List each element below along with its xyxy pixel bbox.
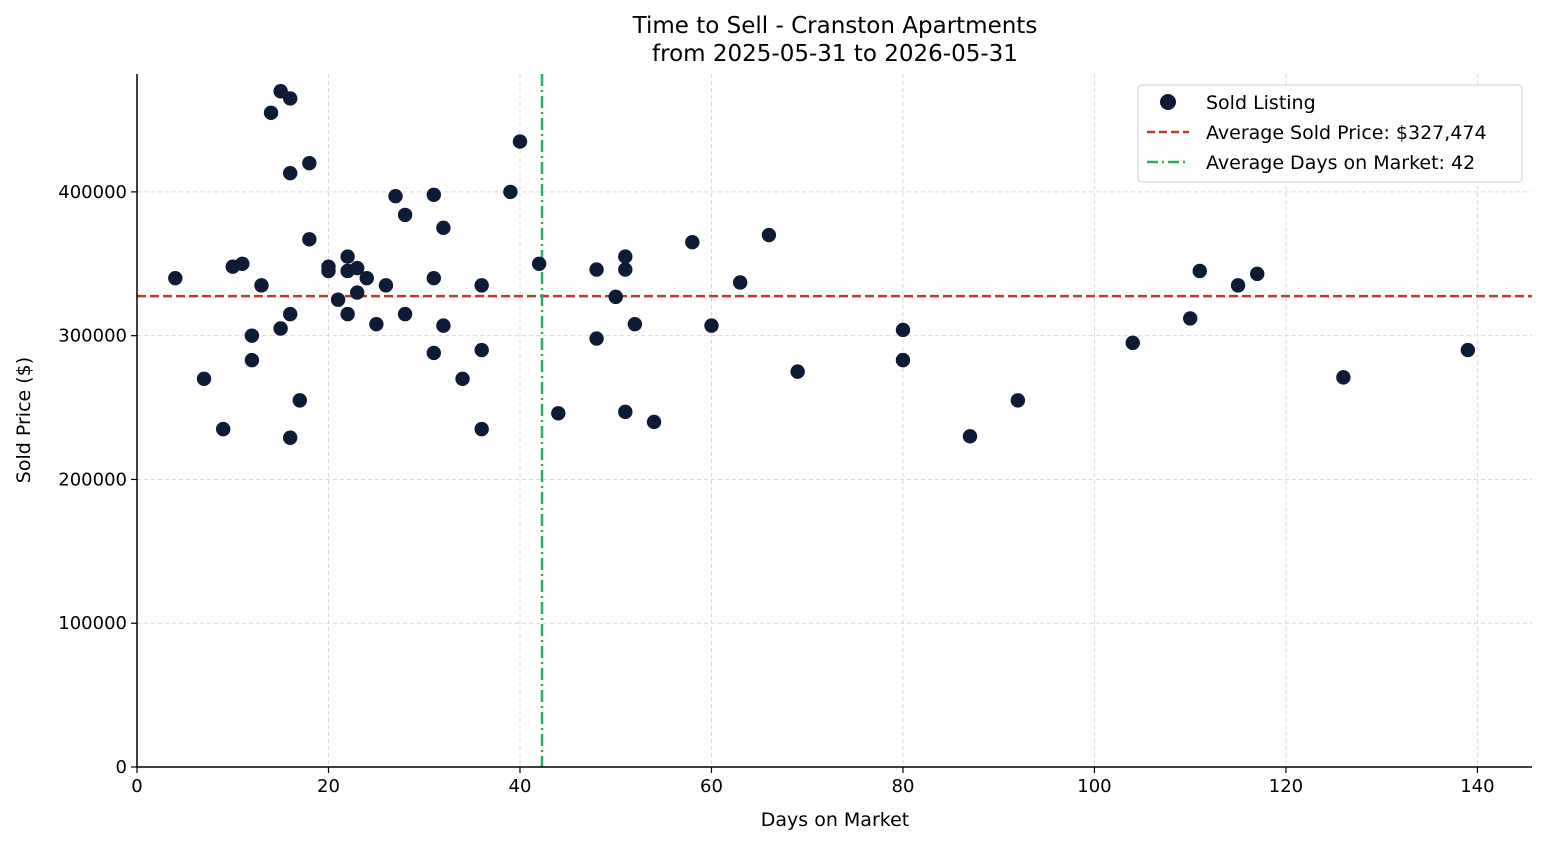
x-tick-label: 80 (892, 776, 915, 797)
data-point (474, 278, 489, 293)
x-tick-label: 0 (131, 776, 142, 797)
data-point (732, 275, 748, 290)
data-point (1250, 266, 1265, 282)
data-point (646, 414, 662, 430)
chart-title: Time to Sell - Cranston Apartments (632, 13, 1038, 39)
data-point (254, 278, 269, 293)
data-point (397, 306, 413, 322)
data-point (340, 306, 355, 322)
data-point (531, 256, 547, 271)
data-point (321, 263, 336, 279)
data-point (330, 292, 346, 307)
data-point (618, 249, 633, 264)
legend-label-sold-listing: Sold Listing (1206, 92, 1316, 114)
data-point (608, 289, 623, 305)
x-axis-label: Days on Market (761, 809, 909, 831)
data-point (282, 91, 298, 106)
reference-lines (137, 74, 1532, 767)
data-point (340, 249, 355, 264)
axes (136, 74, 1532, 768)
data-point (235, 256, 250, 271)
data-point (436, 220, 451, 236)
data-point (474, 421, 489, 437)
data-point (378, 278, 394, 293)
legend-label-average-price: Average Sold Price: $327,474 (1206, 122, 1487, 144)
y-tick-label: 400000 (58, 182, 127, 203)
x-tick-label: 20 (317, 776, 340, 797)
data-point (302, 232, 317, 247)
y-tick-label: 100000 (58, 613, 127, 634)
data-point (761, 227, 777, 243)
data-point (168, 270, 183, 286)
data-point (282, 166, 298, 181)
chart-subtitle: from 2025-05-31 to 2026-05-31 (652, 41, 1018, 67)
data-point (512, 134, 528, 149)
data-point (962, 429, 978, 444)
data-point (1192, 263, 1207, 279)
data-point (790, 364, 805, 379)
y-tick-label: 0 (116, 757, 127, 778)
data-point (704, 318, 719, 333)
x-tick-label: 120 (1269, 776, 1303, 797)
data-point (618, 404, 633, 420)
data-point (388, 189, 403, 204)
data-point (436, 318, 451, 333)
data-point (426, 187, 442, 202)
data-point (282, 430, 298, 445)
data-point (618, 262, 633, 277)
data-point (397, 207, 413, 223)
y-tick-label: 200000 (58, 469, 127, 490)
data-point (589, 331, 604, 346)
data-point (426, 270, 442, 286)
tick-labels: 0 20 40 60 80 100 120 140 0 100000 200000 300000 400… (58, 182, 1494, 797)
legend: Sold Listing Average Sold Price: $327,47… (1137, 84, 1523, 183)
data-point (474, 342, 489, 358)
data-point (551, 406, 566, 421)
data-point (426, 345, 442, 361)
data-point (244, 328, 260, 343)
data-point (359, 270, 374, 286)
y-tick-label: 300000 (58, 326, 127, 347)
legend-box (1137, 84, 1523, 183)
data-point (1125, 335, 1140, 351)
data-point (350, 285, 365, 300)
data-point (273, 321, 288, 336)
grid-lines (137, 74, 1532, 767)
data-point (196, 371, 212, 387)
data-point (244, 352, 260, 368)
data-point (685, 235, 700, 250)
data-point (292, 393, 307, 408)
data-point (350, 260, 365, 276)
data-point (627, 316, 643, 332)
data-point (589, 262, 604, 277)
data-point (1336, 370, 1351, 385)
data-point (1230, 278, 1246, 293)
data-point (1460, 342, 1476, 358)
data-point (1010, 393, 1026, 408)
data-point (455, 371, 470, 387)
data-point (282, 306, 298, 322)
y-axis-label: Sold Price ($) (13, 357, 35, 483)
data-point (895, 352, 911, 368)
data-point (263, 105, 279, 121)
data-points (168, 84, 1476, 445)
data-point (302, 155, 317, 171)
data-point (503, 184, 518, 200)
x-tick-label: 100 (1077, 776, 1111, 797)
x-tick-label: 140 (1460, 776, 1494, 797)
x-tick-label: 40 (509, 776, 532, 797)
legend-label-average-days: Average Days on Market: 42 (1206, 152, 1475, 174)
legend-marker-sold-listing (1160, 94, 1176, 110)
data-point (1182, 311, 1198, 326)
x-tick-label: 60 (700, 776, 723, 797)
data-point (215, 421, 231, 437)
data-point (369, 316, 384, 332)
data-point (895, 322, 911, 338)
